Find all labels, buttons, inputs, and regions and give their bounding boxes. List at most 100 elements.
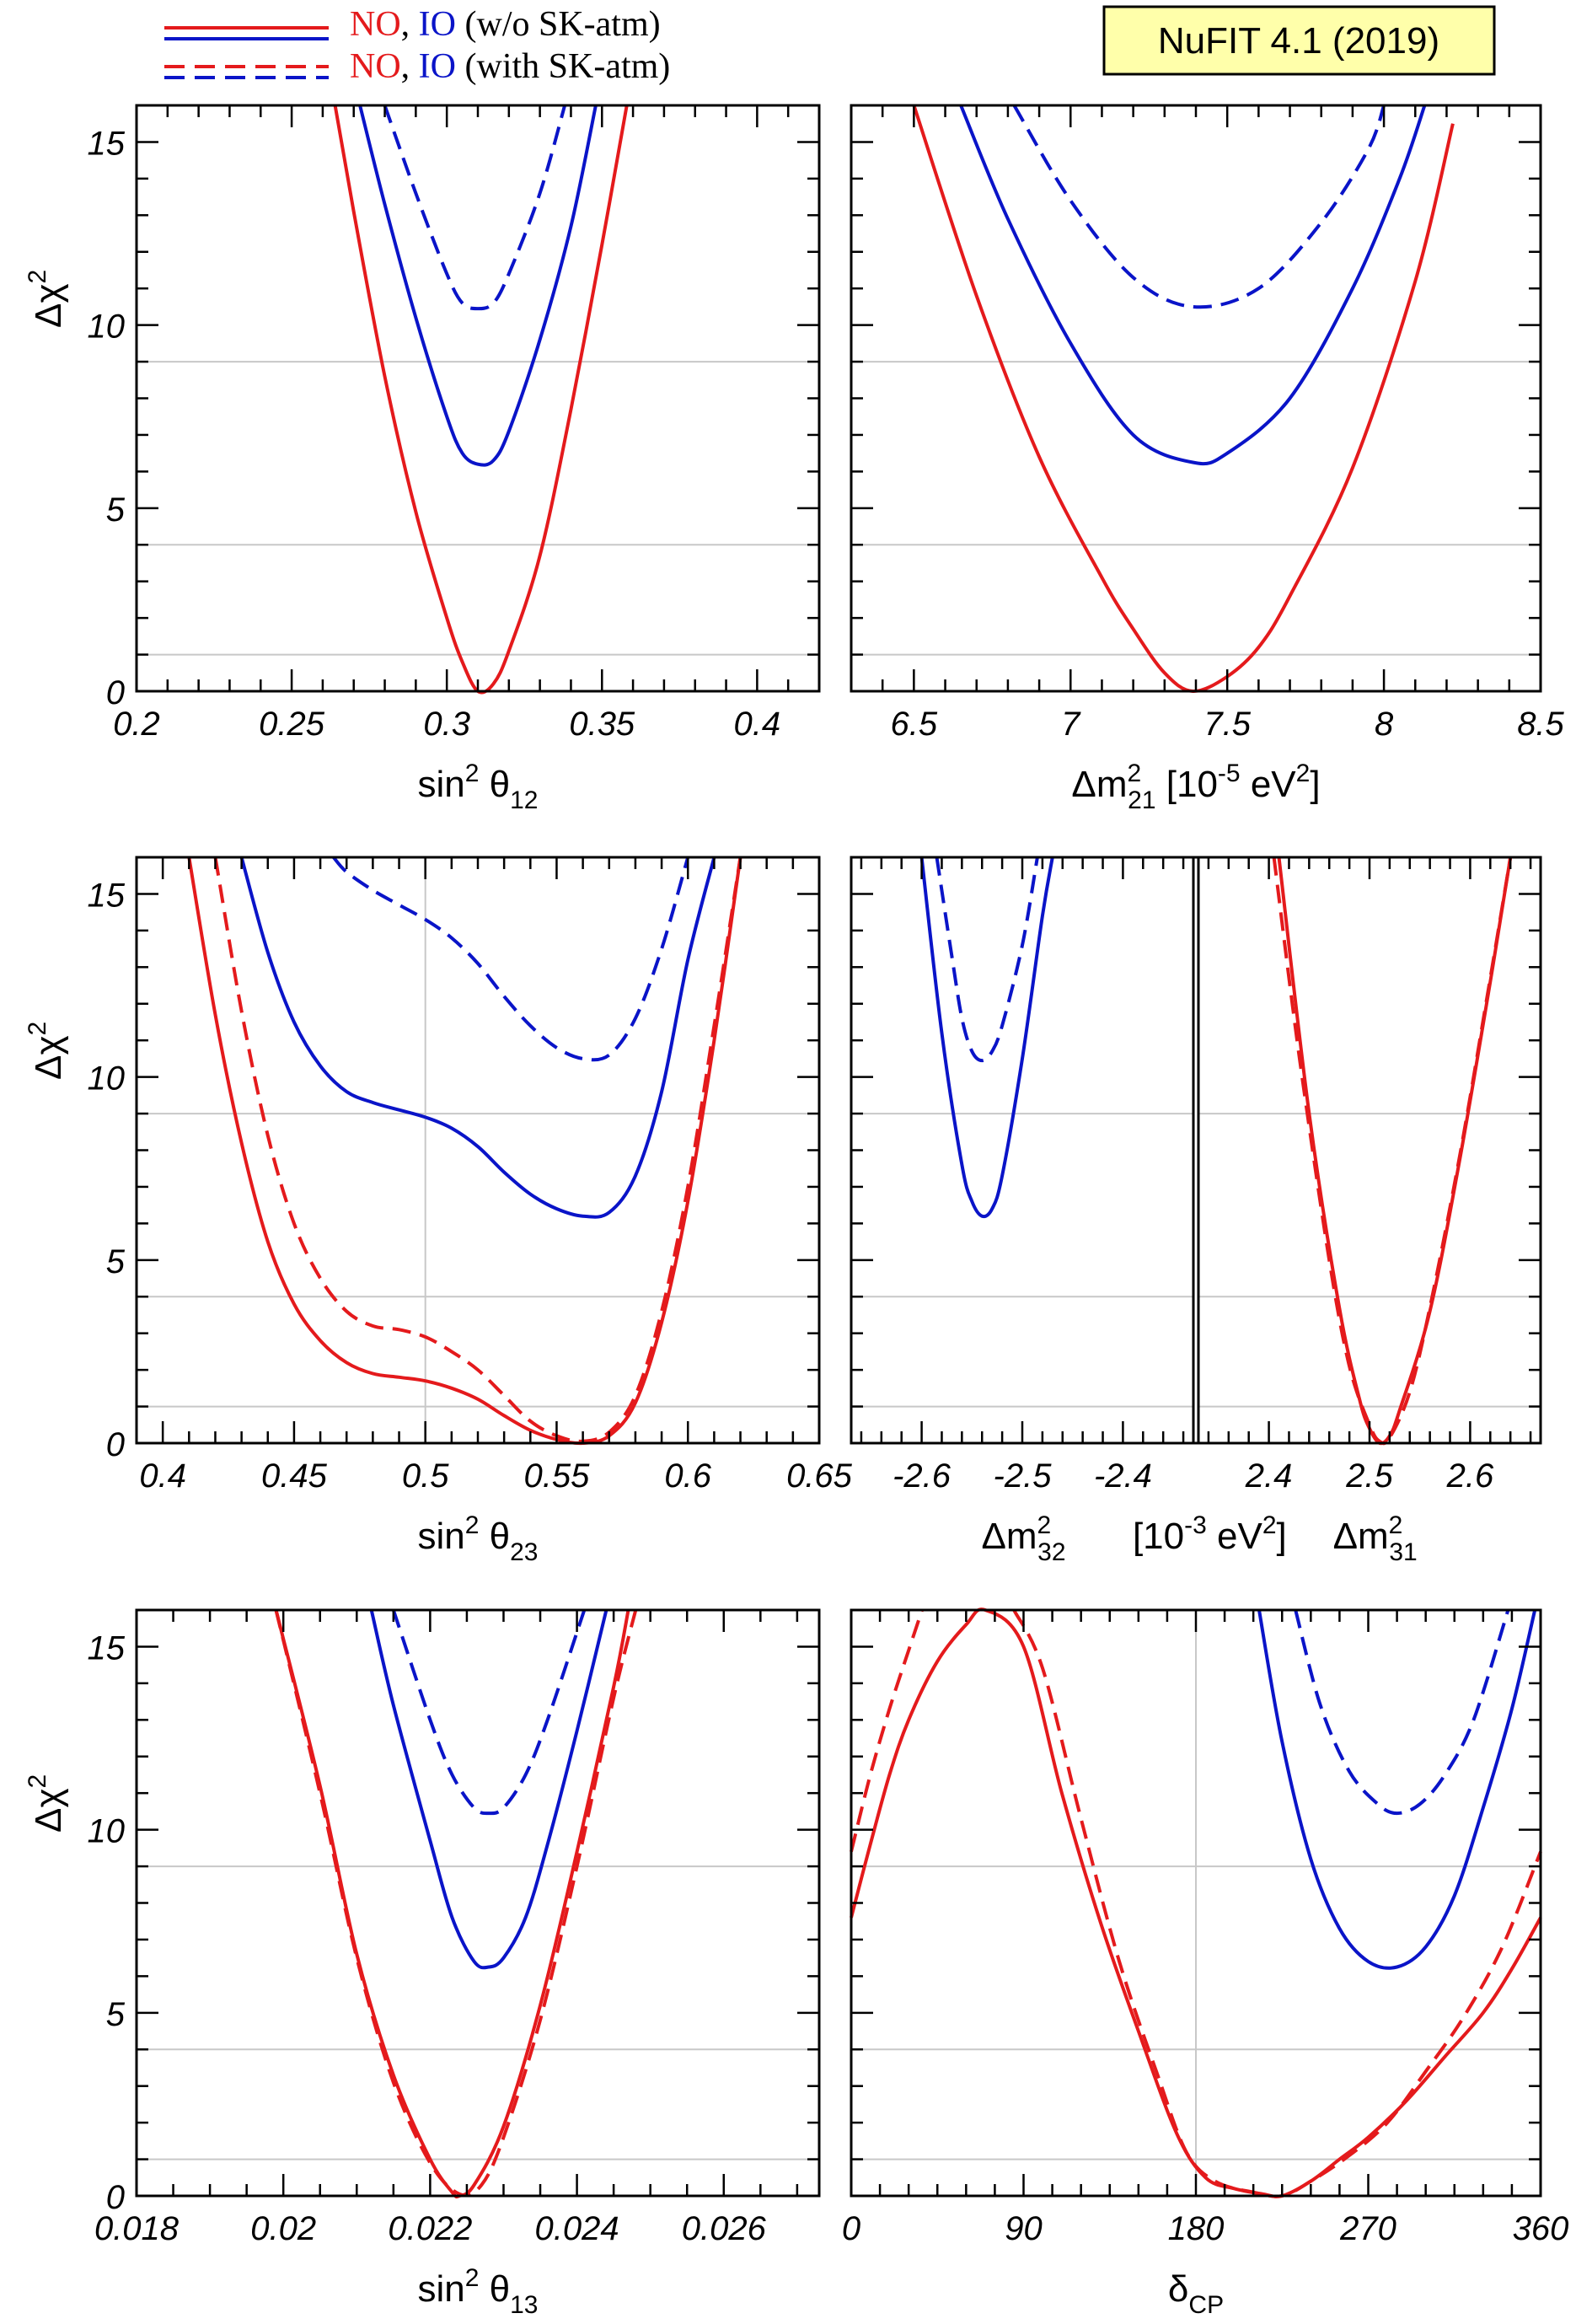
series-no-solid-line: [333, 105, 629, 695]
x-tick-label: 2.6: [1446, 1457, 1494, 1495]
y-ticks: 0 5 10 15: [88, 856, 819, 1463]
x-tick-label: 8: [1375, 706, 1394, 743]
series-io-dashed-line: [391, 1609, 587, 1816]
x-tick-label: 7.5: [1203, 706, 1251, 743]
panel-s23: 0.4 0.45 0.5 0.55 0.6 0.65 0 5 10 15 Δχ2 sin2 θ23: [24, 856, 853, 1566]
x-axis-label-dm31: Δm2 31: [1333, 1511, 1418, 1566]
x-ticks: 0.4 0.45 0.5 0.55 0.6 0.65: [135, 857, 853, 1495]
x-tick-label: 0.6: [664, 1457, 711, 1495]
series-no-solid-line: [274, 1609, 630, 2199]
series-group: [274, 1609, 638, 2199]
x-tick-label: 0.3: [423, 706, 470, 743]
legend-row-1: NO, IO (w/o SK-atm): [350, 5, 661, 44]
panel-dm21: 6.5 7 7.5 8 8.5 Δm2 21 [10-5 eV2]: [850, 104, 1565, 814]
y-tick-label: 0: [106, 2179, 125, 2216]
panel-dm3l: -2.6 -2.5 -2.4 2.4 2.5 2.6 Δm2 32 [10-3 eV2] Δm2 3…: [850, 856, 1542, 1566]
y-ticks: 0 5 10 15: [88, 104, 819, 711]
series-io-dashed-line: [383, 105, 567, 311]
x-tick-label: 0.024: [535, 2210, 619, 2247]
series-no-solid-line: [912, 105, 1455, 694]
gridlines: [137, 1865, 819, 2160]
x-tick-label: 0.25: [259, 706, 325, 743]
x-axis-label: sin2 θ12: [417, 759, 538, 814]
y-tick-label: 15: [88, 877, 126, 914]
x-tick-label: 0: [842, 2210, 860, 2247]
x-axis-label: δCP: [1168, 2268, 1224, 2319]
x-tick-label: 0.5: [402, 1457, 449, 1495]
series-io-solid-line: [919, 856, 1054, 1219]
x-tick-label: 0.55: [524, 1457, 591, 1495]
x-ticks: 2.4 2.5 2.6: [1207, 857, 1532, 1495]
panel-s13: 0.018 0.02 0.022 0.024 0.026 0 5 10 15 Δχ2 sin2 θ1…: [24, 1608, 821, 2319]
x-tick-label: 0.018: [94, 2210, 180, 2247]
y-tick-label: 10: [88, 1813, 126, 1850]
y-tick-label: 0: [106, 1426, 125, 1463]
x-axis-label: sin2 θ23: [417, 1511, 538, 1566]
x-tick-label: 0.022: [388, 2210, 472, 2247]
series-no-dashed-line: [274, 1609, 638, 2198]
series-group: [919, 856, 1513, 1446]
x-tick-label: 180: [1168, 2210, 1225, 2247]
x-tick-label: 0.026: [682, 2210, 767, 2247]
x-tick-label: 7: [1061, 706, 1081, 743]
legend-row-2: NO, IO (with SK-atm): [350, 47, 670, 86]
x-tick-label: 0.2: [113, 706, 160, 743]
panel-s12: 0.2 0.25 0.3 0.35 0.4 0 5 10 15 Δχ2 sin2 θ12: [24, 104, 821, 814]
x-axis-label-dm32: Δm2 32: [981, 1511, 1065, 1566]
y-ticks: [851, 104, 1541, 693]
y-tick-label: 5: [106, 491, 126, 529]
x-tick-label: 0.02: [250, 2210, 316, 2247]
series-io-solid-line: [239, 856, 716, 1219]
x-tick-label: 90: [1005, 2210, 1043, 2247]
y-axis-label: Δχ2: [24, 1774, 69, 1833]
x-tick-label: 0.65: [786, 1457, 853, 1495]
x-tick-label: 2.5: [1345, 1457, 1393, 1495]
series-group: [187, 856, 742, 1446]
series-io-solid-line: [358, 105, 598, 467]
y-tick-label: 5: [106, 1243, 126, 1280]
series-io-dashed-line: [1294, 1609, 1510, 1816]
series-io-solid-line: [1257, 1609, 1537, 1970]
x-tick-label: 6.5: [891, 706, 938, 743]
panel-dcp: 0 90 180 270 360 δCP: [842, 1607, 1569, 2319]
x-axis-label: sin2 θ13: [417, 2264, 538, 2319]
gridlines: [851, 1610, 1541, 2196]
series-io-dashed-line: [1012, 104, 1386, 309]
series-io-solid-line: [959, 105, 1427, 466]
badge-text: NuFIT 4.1 (2019): [1158, 20, 1439, 62]
plot-frame: [135, 856, 821, 1445]
x-tick-label: 8.5: [1517, 706, 1564, 743]
x-ticks: 0.018 0.02 0.022 0.024 0.026: [94, 1610, 799, 2247]
series-no-solid-line: [187, 856, 742, 1446]
x-tick-label: 270: [1339, 2210, 1396, 2247]
y-axis-label: Δχ2: [24, 1022, 69, 1080]
y-ticks: [851, 856, 1541, 1445]
y-tick-label: 10: [88, 309, 126, 346]
plot-frame: [135, 1608, 821, 2198]
x-ticks: 0 90 180 270 360: [842, 1610, 1569, 2247]
x-ticks: 0.2 0.25 0.3 0.35 0.4: [113, 105, 821, 743]
x-tick-label: 360: [1513, 2210, 1569, 2247]
x-tick-label: -2.4: [1094, 1457, 1152, 1495]
x-ticks: -2.6 -2.5 -2.4: [860, 857, 1185, 1495]
x-tick-label: -2.5: [994, 1457, 1053, 1495]
series-group: [912, 104, 1455, 694]
series-no-dashed-line: [1272, 856, 1513, 1446]
y-axis-label: Δχ2: [24, 270, 69, 328]
gridlines: [851, 361, 1541, 656]
legend: NO, IO (w/o SK-atm) NO, IO (with SK-atm): [164, 5, 670, 86]
x-tick-label: 0.4: [139, 1457, 186, 1495]
series-io-solid-line: [369, 1609, 608, 1970]
series-io-dashed-line: [935, 856, 1039, 1063]
x-tick-label: 0.4: [734, 706, 781, 743]
x-tick-label: -2.6: [893, 1457, 951, 1495]
y-tick-label: 15: [88, 125, 126, 162]
panels: 0.2 0.25 0.3 0.35 0.4 0 5 10 15 Δχ2 sin2 θ12 6.5 7 7.…: [24, 104, 1569, 2319]
series-io-dashed-line: [332, 856, 690, 1062]
y-tick-label: 15: [88, 1629, 126, 1667]
y-tick-label: 0: [106, 674, 125, 711]
y-ticks: 0 5 10 15: [88, 1608, 819, 2216]
nufit-badge: NuFIT 4.1 (2019): [1102, 5, 1496, 76]
y-tick-label: 5: [106, 1996, 126, 2033]
